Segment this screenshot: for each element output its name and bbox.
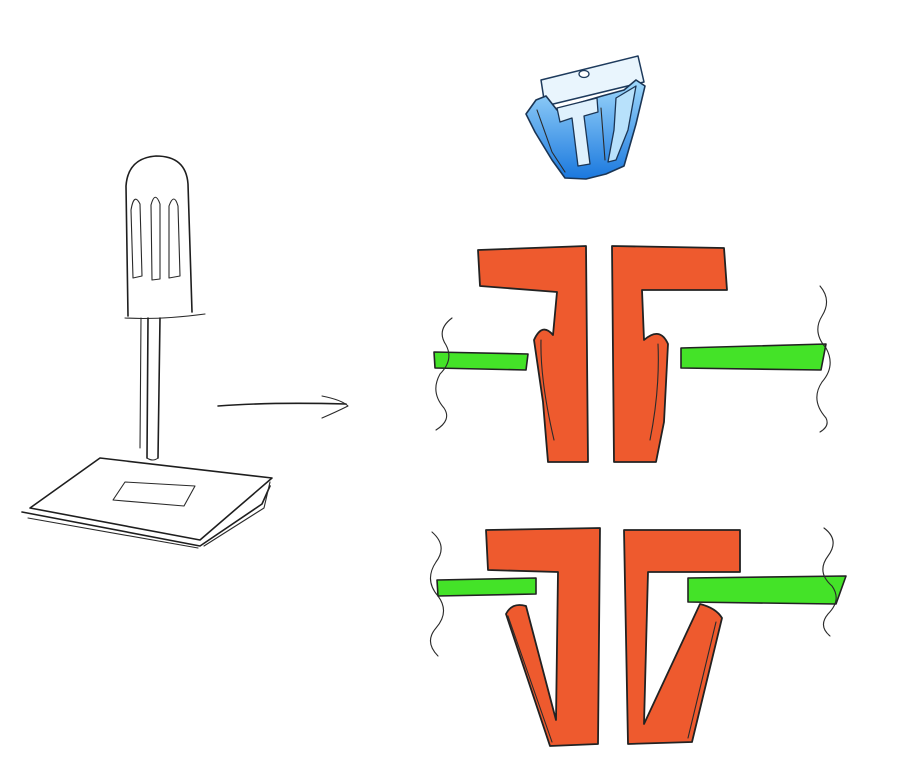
cross-section-locked <box>429 527 847 747</box>
blue-push-clip-icon <box>525 55 646 180</box>
base-plate <box>21 457 273 549</box>
screwdriver-icon <box>124 155 206 461</box>
cross-section-inserted <box>433 245 831 463</box>
arrow-right-icon <box>217 395 349 419</box>
